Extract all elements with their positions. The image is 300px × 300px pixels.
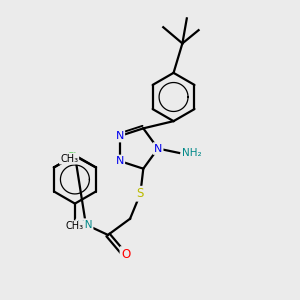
Text: S: S xyxy=(137,187,144,200)
Text: N: N xyxy=(116,156,124,166)
Text: HN: HN xyxy=(77,220,92,230)
Text: N: N xyxy=(154,143,162,154)
Text: CH₃: CH₃ xyxy=(60,154,78,164)
Text: O: O xyxy=(121,248,130,261)
Text: NH₂: NH₂ xyxy=(182,148,202,158)
Text: CH₃: CH₃ xyxy=(66,221,84,231)
Text: N: N xyxy=(116,131,124,141)
Text: Cl: Cl xyxy=(67,152,77,162)
